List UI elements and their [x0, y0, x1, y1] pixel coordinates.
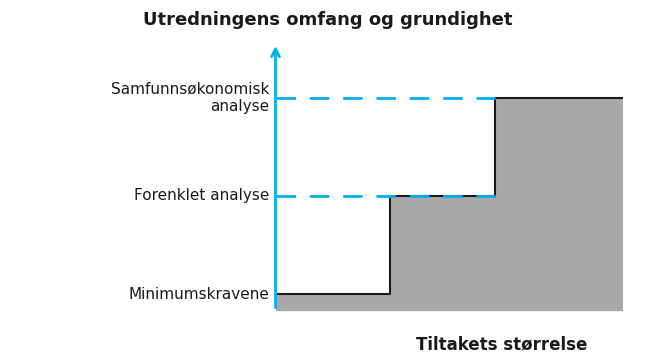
Text: Samfunnsøkonomisk
analyse: Samfunnsøkonomisk analyse — [111, 81, 269, 114]
Text: Forenklet analyse: Forenklet analyse — [134, 188, 269, 203]
Text: Tiltakets størrelse: Tiltakets størrelse — [416, 335, 587, 353]
Polygon shape — [276, 98, 623, 311]
Text: Minimumskravene: Minimumskravene — [128, 286, 269, 302]
Text: Utredningens omfang og grundighet: Utredningens omfang og grundighet — [143, 11, 513, 29]
